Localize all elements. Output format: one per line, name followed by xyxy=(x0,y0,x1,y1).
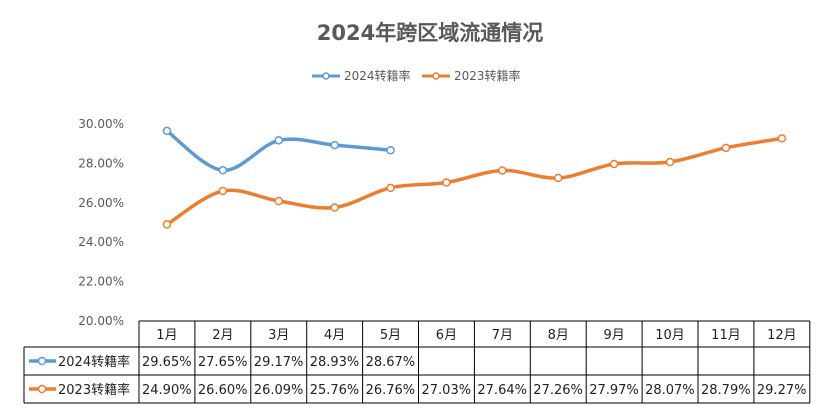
row-series-name: 2024转籍率 xyxy=(58,354,130,370)
data-point[interactable] xyxy=(218,166,228,175)
data-point[interactable] xyxy=(162,220,172,229)
table-cell-value: 26.09% xyxy=(254,383,304,398)
legend-label-2023: 2023转籍率 xyxy=(454,68,521,83)
legend-label-2024: 2024转籍率 xyxy=(344,68,411,83)
chart-title: 2024年跨区域流通情况 xyxy=(317,21,543,45)
data-point[interactable] xyxy=(554,173,563,183)
table-cell-value: 28.07% xyxy=(645,383,695,398)
row-series-name: 2023转籍率 xyxy=(58,382,130,398)
data-point[interactable] xyxy=(386,183,395,193)
data-point[interactable] xyxy=(721,143,731,153)
category-label: 3月 xyxy=(268,328,289,343)
category-label: 12月 xyxy=(767,328,797,343)
row-legend-marker xyxy=(37,384,47,394)
legend-marker-2024 xyxy=(322,72,330,80)
table-cell-value: 24.90% xyxy=(142,383,192,398)
table-cell-value: 28.79% xyxy=(701,383,751,398)
data-point[interactable] xyxy=(498,166,507,175)
data-point[interactable] xyxy=(386,145,395,155)
y-tick-label: 22.00% xyxy=(78,275,124,289)
category-label: 6月 xyxy=(436,328,457,343)
table-cell-value: 25.76% xyxy=(310,383,360,398)
category-label: 10月 xyxy=(655,328,685,343)
row-legend-marker xyxy=(37,356,47,366)
y-tick-label: 28.00% xyxy=(78,156,124,170)
y-tick-label: 30.00% xyxy=(78,117,124,131)
category-label: 2月 xyxy=(212,328,233,343)
table-cell-value: 26.76% xyxy=(366,383,416,398)
y-tick-label: 26.00% xyxy=(78,196,124,210)
category-label: 7月 xyxy=(492,328,513,343)
legend: 2024转籍率 2023转籍率 xyxy=(312,68,521,83)
data-point[interactable] xyxy=(330,140,339,150)
data-point[interactable] xyxy=(274,136,283,145)
table-cell-value: 28.93% xyxy=(310,355,360,370)
data-point[interactable] xyxy=(442,178,451,187)
category-label: 5月 xyxy=(380,328,401,343)
data-point[interactable] xyxy=(330,203,339,212)
legend-item-2024[interactable]: 2024转籍率 xyxy=(312,68,411,83)
table-cell-value: 27.64% xyxy=(477,383,527,398)
data-table: 1月 2月 3月 4月 5月 6月 7月 8月 9月 10月 11月 12月 2024转籍率 29.65%… xyxy=(23,320,811,404)
data-point[interactable] xyxy=(218,186,228,196)
category-label: 11月 xyxy=(711,328,741,343)
table-cell-value: 29.17% xyxy=(254,355,304,370)
data-point[interactable] xyxy=(609,159,619,169)
series-layer xyxy=(162,126,787,229)
data-point[interactable] xyxy=(162,126,172,136)
category-label: 9月 xyxy=(604,328,625,343)
table-cell-value: 26.60% xyxy=(198,383,248,398)
legend-item-2023[interactable]: 2023转籍率 xyxy=(422,68,521,83)
table-cell-value: 27.03% xyxy=(422,383,472,398)
table-cell-value: 28.67% xyxy=(366,355,416,370)
table-cell-value: 27.26% xyxy=(533,383,583,398)
table-cell-value: 27.65% xyxy=(198,355,248,370)
data-point[interactable] xyxy=(777,134,787,143)
table-cell-value: 29.65% xyxy=(142,355,192,370)
legend-marker-2023 xyxy=(432,72,440,80)
table-cell-value: 29.27% xyxy=(757,383,807,398)
category-label: 1月 xyxy=(156,328,177,343)
data-point[interactable] xyxy=(274,196,283,206)
category-label: 4月 xyxy=(324,328,345,343)
data-point[interactable] xyxy=(665,157,675,167)
category-label: 8月 xyxy=(548,328,569,343)
y-axis: 20.00% 22.00% 24.00% 26.00% 28.00% 30.00% xyxy=(78,117,124,328)
table-cell-value: 27.97% xyxy=(589,383,639,398)
y-tick-label: 20.00% xyxy=(78,314,124,328)
y-tick-label: 24.00% xyxy=(78,235,124,249)
